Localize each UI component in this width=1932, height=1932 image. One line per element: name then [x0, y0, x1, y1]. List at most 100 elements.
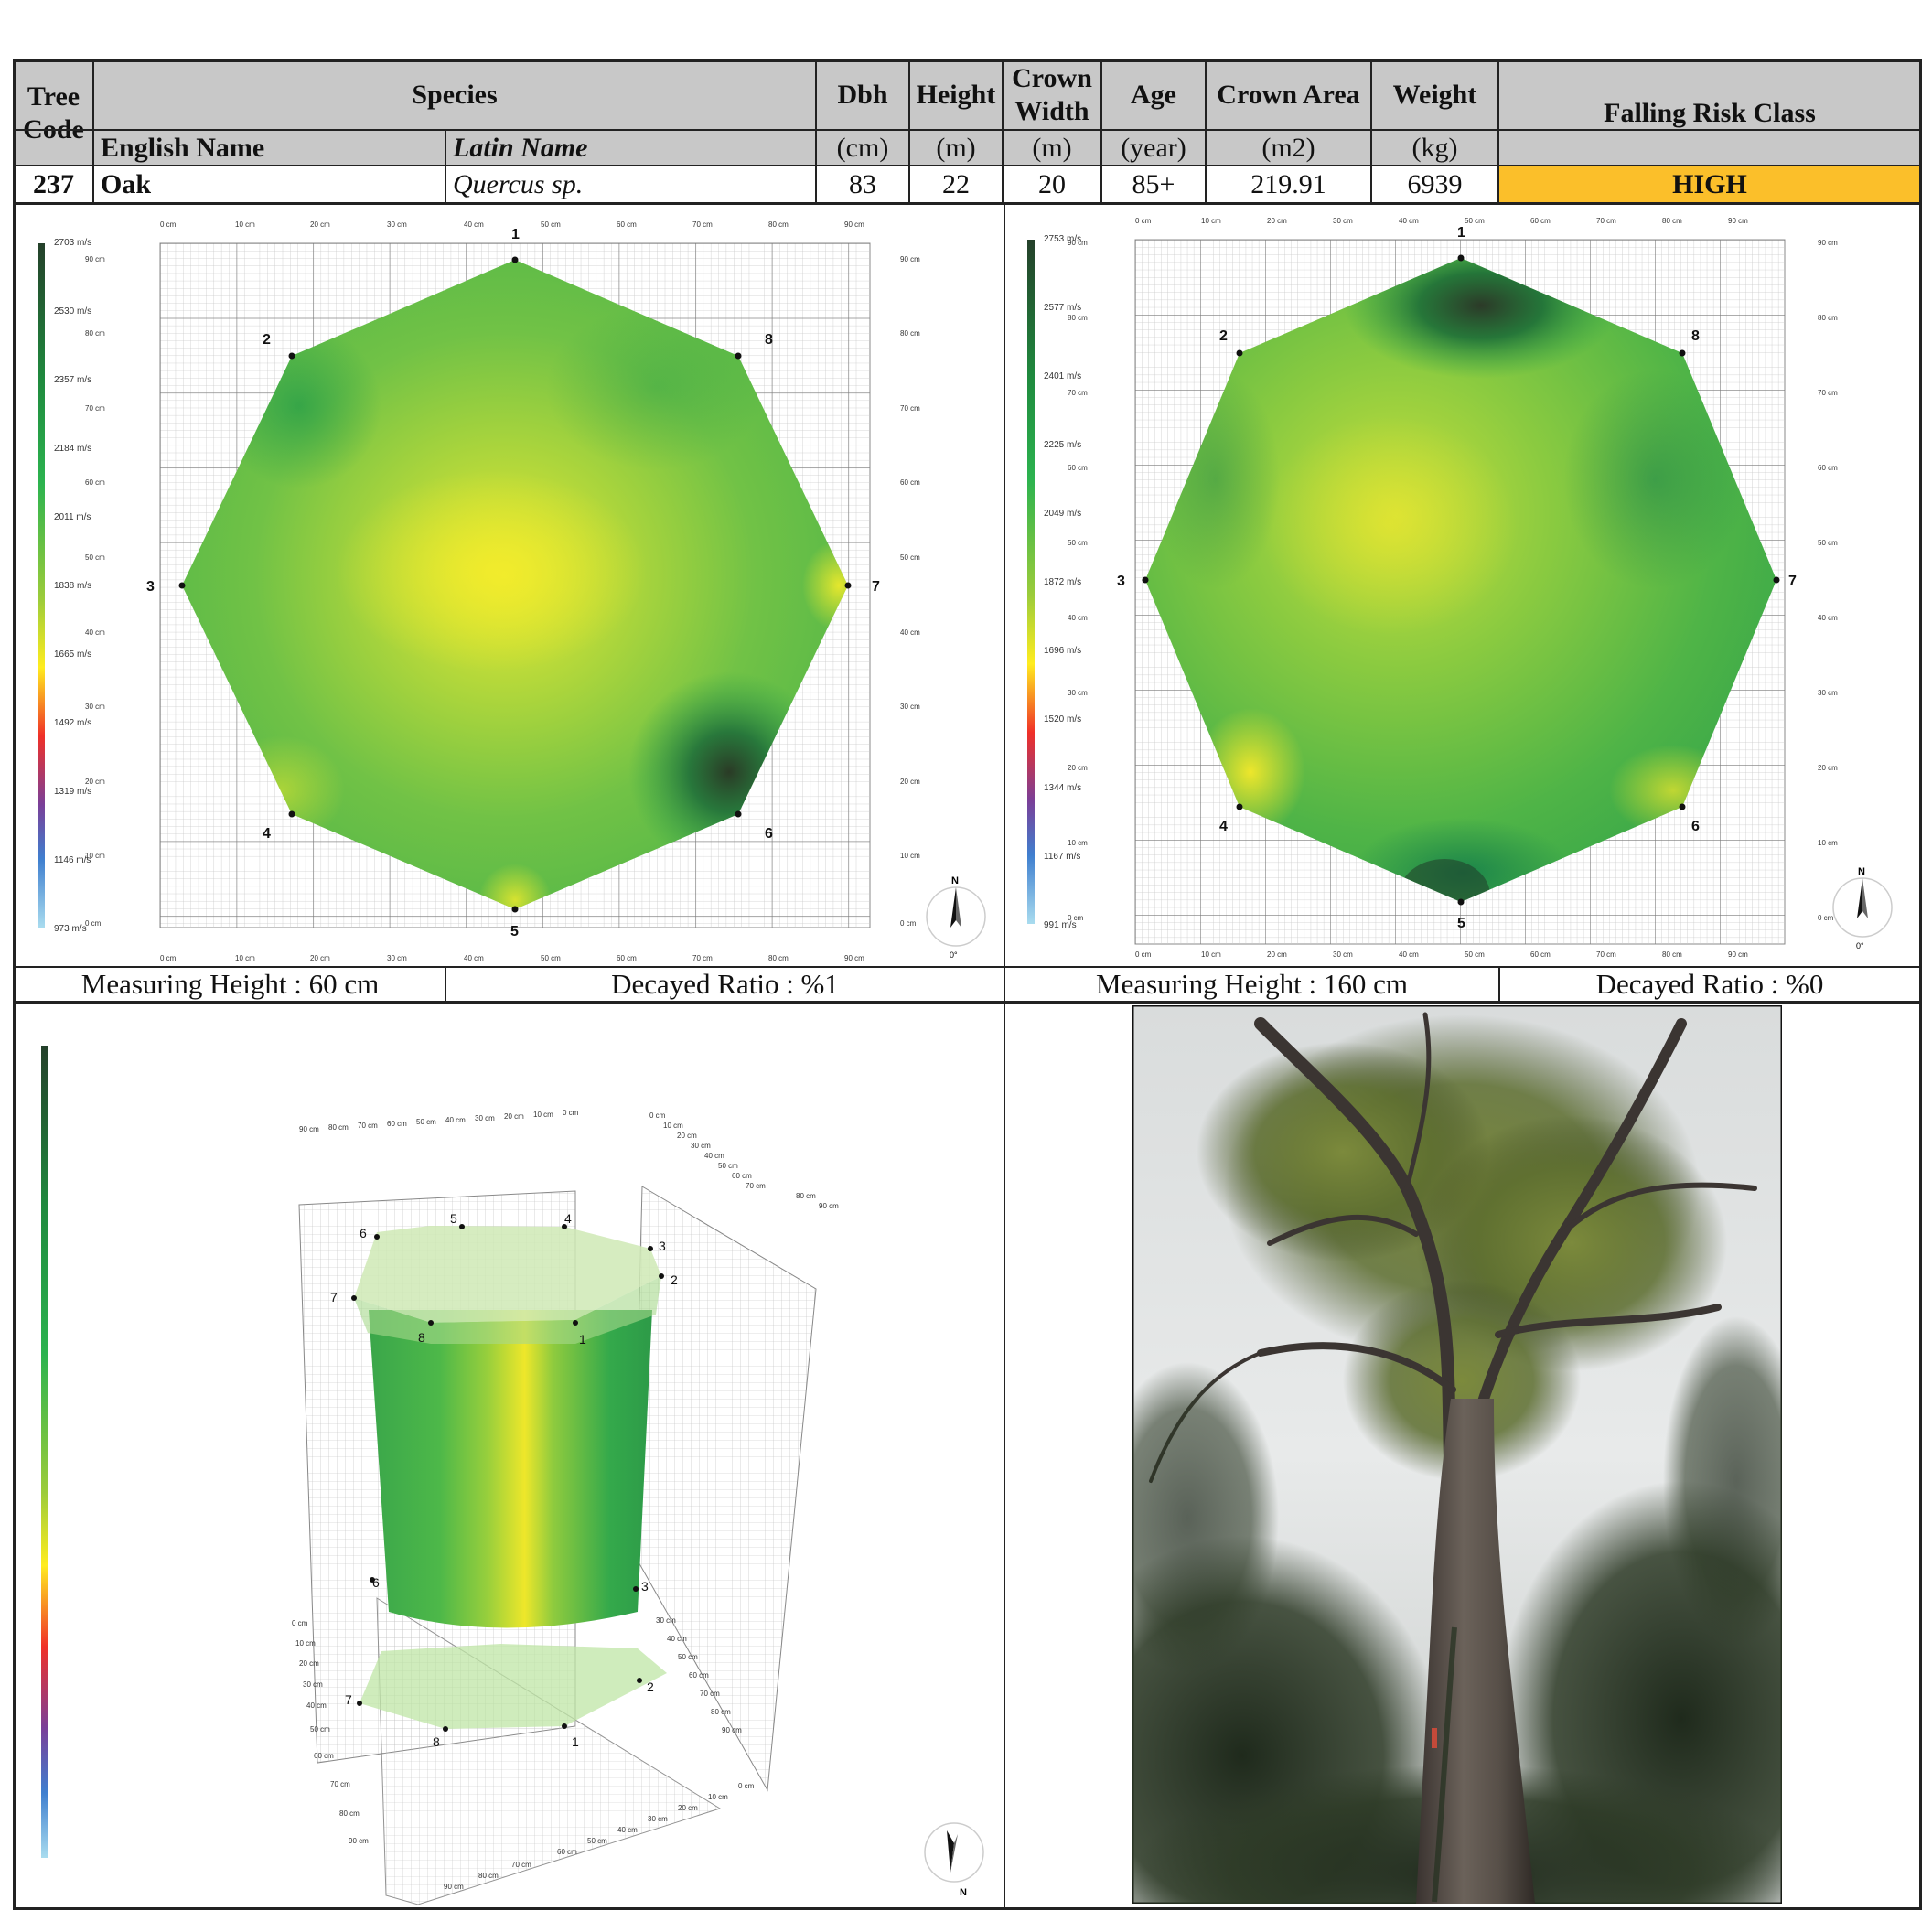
velocity-scale-labels: 2753 m/s 2577 m/s 2401 m/s 2225 m/s 2049… [1044, 234, 1081, 930]
svg-text:70 cm: 70 cm [330, 1780, 350, 1788]
svg-text:90 cm: 90 cm [844, 220, 864, 229]
svg-text:70 cm: 70 cm [692, 954, 713, 962]
scale-label: 2357 m/s [54, 375, 91, 385]
svg-text:10 cm: 10 cm [235, 220, 255, 229]
header-age: Age [1101, 60, 1206, 130]
svg-text:70 cm: 70 cm [1596, 950, 1616, 959]
y-axis-left-ticks-right: 90 cm 80 cm 70 cm 60 cm 50 cm 40 cm 30 c… [1068, 239, 1088, 922]
sensor-label: 5 [1457, 916, 1465, 931]
svg-text:70 cm: 70 cm [1818, 389, 1838, 397]
svg-text:0 cm: 0 cm [85, 919, 102, 928]
svg-text:20 cm: 20 cm [85, 778, 105, 786]
svg-text:50 cm: 50 cm [678, 1653, 698, 1661]
scale-label: 1838 m/s [54, 581, 91, 591]
scale-label: 1665 m/s [54, 649, 91, 660]
header-crown-width: Crown Width [1003, 60, 1101, 130]
velocity-scale-bar [1027, 240, 1035, 924]
scale-label: 2184 m/s [54, 444, 91, 454]
svg-text:50 cm: 50 cm [718, 1162, 738, 1170]
cell-english-name: Oak [101, 168, 152, 199]
sensor-label: 3 [1117, 574, 1125, 589]
svg-text:40 cm: 40 cm [1399, 217, 1419, 225]
svg-text:20 cm: 20 cm [310, 954, 330, 962]
sensor-label: 7 [872, 579, 880, 595]
svg-text:0 cm: 0 cm [738, 1782, 755, 1790]
svg-text:30 cm: 30 cm [85, 703, 105, 711]
compass-icon: N [924, 1822, 984, 1898]
svg-text:0 cm: 0 cm [160, 220, 177, 229]
scale-label: 973 m/s [54, 924, 87, 934]
svg-text:70 cm: 70 cm [1068, 389, 1088, 397]
x-axis-ticks-left: 0 cm 10 cm 20 cm 30 cm 40 cm 50 cm 60 cm… [160, 220, 864, 962]
sensor-label: 8 [1691, 328, 1700, 344]
svg-text:60 cm: 60 cm [85, 478, 105, 487]
svg-text:80 cm: 80 cm [1662, 217, 1682, 225]
svg-text:60 cm: 60 cm [900, 478, 920, 487]
sensor-label: 4 [263, 826, 271, 842]
svg-text:80 cm: 80 cm [1818, 314, 1838, 322]
svg-text:10 cm: 10 cm [708, 1793, 728, 1801]
scale-label: 2577 m/s [1044, 303, 1081, 313]
svg-text:40 cm: 40 cm [617, 1826, 638, 1834]
sensor-markers-3d-bottom: 1 2 3 6 7 8 [345, 1575, 654, 1749]
svg-text:10 cm: 10 cm [85, 852, 105, 860]
svg-text:4: 4 [564, 1211, 572, 1226]
svg-text:50 cm: 50 cm [541, 954, 561, 962]
scale-label: 1344 m/s [1044, 783, 1081, 793]
svg-text:0 cm: 0 cm [1135, 950, 1152, 959]
svg-text:20 cm: 20 cm [677, 1132, 697, 1140]
svg-text:70 cm: 70 cm [692, 220, 713, 229]
header-falling-risk: Falling Risk Class [1498, 60, 1921, 166]
svg-text:50 cm: 50 cm [900, 553, 920, 562]
svg-text:60 cm: 60 cm [387, 1120, 407, 1128]
svg-text:60 cm: 60 cm [1530, 217, 1551, 225]
cell-latin-name: Quercus sp. [453, 168, 584, 199]
scale-label: 2011 m/s [54, 512, 91, 522]
svg-text:70 cm: 70 cm [700, 1690, 720, 1698]
svg-text:50 cm: 50 cm [1465, 950, 1485, 959]
svg-text:50 cm: 50 cm [1068, 539, 1088, 547]
cell-height: 22 [942, 168, 970, 199]
svg-text:7: 7 [345, 1692, 352, 1707]
scale-label: 1520 m/s [1044, 714, 1081, 724]
compass-icon: N 0° [1832, 866, 1893, 950]
header-weight: Weight [1371, 60, 1498, 130]
svg-text:2: 2 [671, 1272, 678, 1287]
unit-crown-width: (m) [1003, 130, 1101, 166]
scale-label: 1319 m/s [54, 787, 91, 797]
x-axis-ticks-right: 0 cm 10 cm 20 cm 30 cm 40 cm 50 cm 60 cm… [1135, 217, 1748, 959]
cell-age: 85+ [1132, 168, 1175, 199]
svg-text:8: 8 [418, 1330, 425, 1345]
header-height: Height [909, 60, 1003, 130]
svg-text:80 cm: 80 cm [328, 1123, 349, 1132]
cell-crown-area: 219.91 [1250, 168, 1326, 199]
svg-text:60 cm: 60 cm [689, 1671, 709, 1680]
svg-text:30 cm: 30 cm [656, 1616, 676, 1625]
scale-label: 991 m/s [1044, 920, 1077, 930]
svg-text:5: 5 [450, 1211, 457, 1226]
svg-text:50 cm: 50 cm [85, 553, 105, 562]
axis-ticks-3d-right: 0 cm 10 cm 20 cm 30 cm 40 cm 50 cm 60 cm… [649, 1111, 839, 1210]
tomogram-3d-model: 1 2 3 4 5 6 7 8 1 2 3 6 7 8 90 cm 80 cm … [41, 1046, 984, 1905]
sensor-label: 2 [1219, 328, 1228, 344]
svg-text:80 cm: 80 cm [711, 1708, 731, 1716]
compass-angle: 0° [1856, 941, 1864, 950]
velocity-scale-bar [38, 243, 45, 928]
sensor-label: 2 [263, 332, 271, 348]
svg-text:0 cm: 0 cm [563, 1109, 579, 1117]
y-axis-left-ticks: 90 cm 80 cm 70 cm 60 cm 50 cm 40 cm 30 c… [85, 255, 105, 928]
svg-text:7: 7 [330, 1290, 338, 1304]
svg-text:1: 1 [579, 1332, 586, 1347]
svg-text:90 cm: 90 cm [900, 255, 920, 263]
svg-text:60 cm: 60 cm [1068, 464, 1088, 472]
svg-text:60 cm: 60 cm [557, 1848, 577, 1856]
velocity-scale-labels: 2703 m/s 2530 m/s 2357 m/s 2184 m/s 2011… [54, 238, 91, 934]
svg-text:0 cm: 0 cm [649, 1111, 666, 1120]
sensor-label: 1 [1457, 225, 1465, 241]
header-crown-area: Crown Area [1206, 60, 1371, 130]
svg-text:80 cm: 80 cm [768, 954, 789, 962]
axis-ticks-3d-right-lower: 30 cm 40 cm 50 cm 60 cm 70 cm 80 cm 90 c… [656, 1616, 742, 1734]
unit-weight: (kg) [1371, 130, 1498, 166]
svg-text:60 cm: 60 cm [314, 1752, 334, 1760]
scale-label: 2753 m/s [1044, 234, 1081, 244]
